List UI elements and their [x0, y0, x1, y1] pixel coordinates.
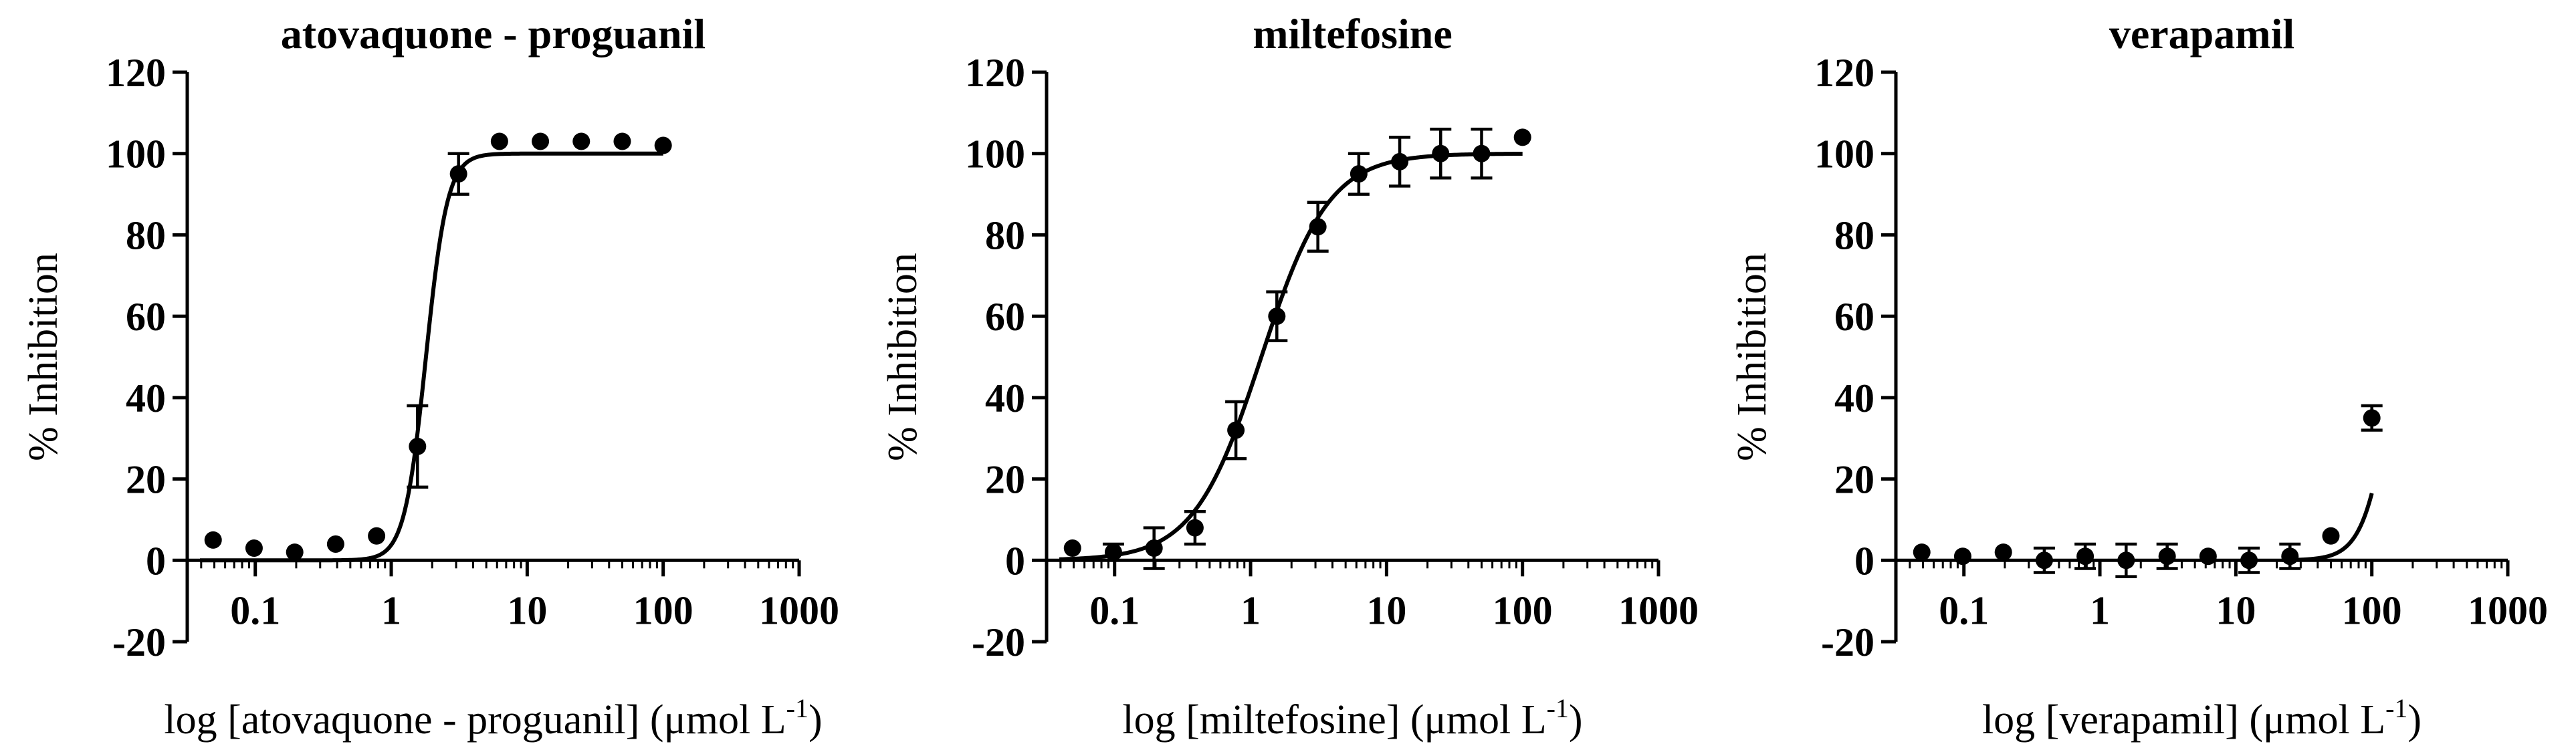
x-tick-label: 1000: [2468, 588, 2548, 632]
fit-curve: [1059, 151, 1523, 561]
y-axis-label: % Inhibition: [21, 253, 66, 461]
y-tick-label: 80: [985, 213, 1025, 257]
y-tick-label: 80: [1834, 213, 1874, 257]
data-point: [368, 527, 386, 545]
y-tick-label: -20: [1821, 620, 1874, 664]
x-axis-label-main: log [atovaquone - proguanil] (μmol L: [164, 697, 786, 743]
chart-title: atovaquone - proguanil: [281, 10, 706, 57]
chart-panel-1: -20 0 20 40 60 80 100 120 0.1 1 10 100 1000 atovaquon…: [21, 10, 839, 743]
x-tick-label: 0.1: [1089, 588, 1140, 632]
chart-title: verapamil: [2109, 10, 2294, 57]
data-point: [572, 132, 591, 150]
data-point: [449, 165, 467, 183]
x-axis-label-end: ): [809, 697, 823, 743]
data-point: [409, 437, 427, 455]
data-point: [1513, 128, 1531, 146]
x-tick-label: 1000: [1618, 588, 1699, 632]
data-point: [1432, 144, 1450, 162]
y-tick-label: 40: [126, 376, 166, 420]
y-tick-label: 120: [1814, 51, 1874, 95]
x-tick-label: 100: [1493, 588, 1553, 632]
data-point: [1063, 539, 1081, 557]
y-tick-label: 80: [126, 213, 166, 257]
x-axis-label-superscript: -1: [1547, 693, 1569, 723]
y-tick-label: -20: [972, 620, 1025, 664]
y-tick-label: 100: [106, 132, 166, 176]
data-point: [286, 543, 304, 561]
x-tick-label: 0.1: [230, 588, 280, 632]
data-point: [1268, 307, 1286, 326]
x-tick-label: 1: [1241, 588, 1261, 632]
data-point: [1145, 539, 1163, 557]
data-point: [245, 539, 263, 557]
x-axis-label: log [verapamil] (μmol L-1): [1982, 693, 2422, 743]
chart-title: miltefosine: [1253, 10, 1453, 57]
data-point: [2281, 547, 2299, 566]
data-point: [2322, 527, 2340, 545]
data-point: [2363, 409, 2381, 427]
y-tick-label: 20: [126, 458, 166, 502]
x-axis-label: log [atovaquone - proguanil] (μmol L-1): [164, 693, 822, 743]
data-point: [1350, 165, 1368, 183]
y-tick-label: 0: [1854, 539, 1874, 583]
data-point: [1473, 144, 1491, 162]
data-point: [1913, 543, 1931, 561]
y-tick-label: 20: [985, 458, 1025, 502]
data-point: [1227, 421, 1245, 439]
y-tick-label: 120: [106, 51, 166, 95]
y-tick-label: 60: [985, 295, 1025, 339]
data-point: [1186, 519, 1204, 537]
x-tick-label: 10: [2216, 588, 2256, 632]
y-tick-label: 60: [126, 295, 166, 339]
x-tick-label: 1: [381, 588, 401, 632]
y-tick-label: 60: [1834, 295, 1874, 339]
data-point: [532, 132, 550, 150]
y-tick-label: 0: [1005, 539, 1025, 583]
chart-panel-2: -20 0 20 40 60 80 100 120 0.1 1 10 100 1000 miltefosi…: [880, 10, 1699, 743]
data-point: [2199, 547, 2217, 566]
data-point: [1953, 547, 1971, 566]
x-tick-label: 10: [1366, 588, 1406, 632]
data-point: [613, 132, 631, 150]
chart-panel-3: -20 0 20 40 60 80 100 120 0.1 1 10 100 1000 verapamil…: [1729, 10, 2548, 743]
data-point: [2117, 551, 2135, 570]
y-axis-label: % Inhibition: [1729, 253, 1775, 461]
x-axis-label-end: ): [1569, 697, 1583, 743]
y-tick-label: 0: [146, 539, 166, 583]
x-axis-label-superscript: -1: [2385, 693, 2407, 723]
y-tick-label: 40: [985, 376, 1025, 420]
fit-curve: [200, 151, 663, 563]
y-tick-label: 100: [965, 132, 1025, 176]
data-point: [326, 535, 344, 553]
y-tick-label: 100: [1814, 132, 1874, 176]
data-point: [2158, 547, 2176, 566]
x-axis-label-main: log [miltefosine] (μmol L: [1122, 697, 1546, 743]
x-tick-label: 100: [2342, 588, 2402, 632]
y-tick-label: 40: [1834, 376, 1874, 420]
y-tick-label: 120: [965, 51, 1025, 95]
data-point: [1309, 218, 1327, 236]
data-point: [490, 132, 508, 150]
y-tick-label: 20: [1834, 458, 1874, 502]
x-axis-label-end: ): [2407, 697, 2422, 743]
data-point: [204, 531, 222, 549]
x-axis-label: log [miltefosine] (μmol L-1): [1122, 693, 1582, 743]
data-point: [1994, 543, 2012, 561]
x-tick-label: 10: [507, 588, 547, 632]
x-tick-label: 1: [2090, 588, 2110, 632]
data-point: [654, 136, 672, 154]
x-axis-label-superscript: -1: [786, 693, 809, 723]
y-axis-label: % Inhibition: [880, 253, 926, 461]
data-point: [1104, 543, 1122, 561]
data-point: [2035, 551, 2053, 570]
data-point: [2240, 551, 2258, 570]
x-tick-label: 1000: [759, 588, 839, 632]
x-tick-label: 100: [633, 588, 693, 632]
data-point: [2076, 547, 2095, 566]
data-point: [1391, 152, 1409, 170]
x-axis-label-main: log [verapamil] (μmol L: [1982, 697, 2385, 743]
x-tick-label: 0.1: [1939, 588, 1989, 632]
y-tick-label: -20: [112, 620, 166, 664]
